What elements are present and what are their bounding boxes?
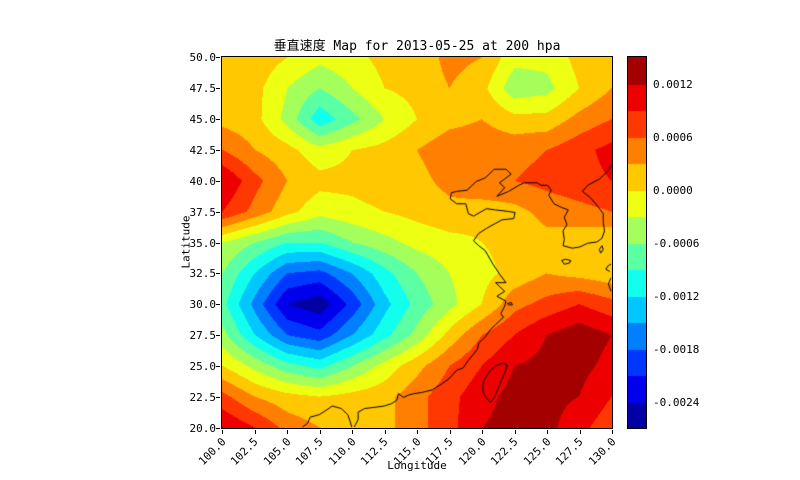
y-tick-label: 37.5 — [189, 205, 217, 219]
x-tick-mark — [222, 430, 223, 434]
x-tick-mark — [547, 430, 548, 434]
colorbar-tick-label: -0.0012 — [653, 289, 700, 303]
y-tick-mark — [216, 150, 220, 151]
y-tick-label: 40.0 — [189, 174, 217, 188]
colorbar-tick-label: -0.0024 — [653, 395, 700, 409]
colorbar — [627, 56, 647, 429]
x-tick-mark — [612, 430, 613, 434]
colorbar-tick-label: -0.0006 — [653, 236, 700, 250]
y-tick-label: 45.0 — [189, 112, 217, 126]
x-tick-mark — [255, 430, 256, 434]
y-tick-mark — [216, 366, 220, 367]
y-tick-label: 47.5 — [189, 81, 217, 95]
contour-plot — [221, 56, 613, 429]
y-tick-label: 30.0 — [189, 298, 217, 312]
y-tick-mark — [216, 335, 220, 336]
y-tick-mark — [216, 273, 220, 274]
colorbar-tick-label: 0.0006 — [653, 130, 693, 144]
y-tick-mark — [216, 243, 220, 244]
y-tick-mark — [216, 304, 220, 305]
y-axis-label: Latitude — [179, 215, 193, 269]
x-tick-mark — [450, 430, 451, 434]
x-tick-mark — [482, 430, 483, 434]
colorbar-canvas — [628, 57, 646, 428]
x-tick-mark — [417, 430, 418, 434]
x-tick-mark — [385, 430, 386, 434]
y-tick-mark — [216, 119, 220, 120]
colorbar-tick-label: 0.0012 — [653, 77, 693, 91]
y-tick-label: 20.0 — [189, 422, 217, 435]
y-tick-mark — [216, 181, 220, 182]
y-tick-mark — [216, 88, 220, 89]
x-tick-mark — [515, 430, 516, 434]
plot-title: 垂直速度 Map for 2013-05-25 at 200 hpa — [273, 39, 561, 54]
x-tick-mark — [287, 430, 288, 434]
y-tick-mark — [216, 212, 220, 213]
y-tick-mark — [216, 57, 220, 58]
y-tick-label: 35.0 — [189, 236, 217, 250]
y-tick-label: 32.5 — [189, 267, 217, 281]
y-tick-mark — [216, 428, 220, 429]
contour-plot-canvas — [222, 57, 612, 428]
x-tick-mark — [320, 430, 321, 434]
y-tick-label: 27.5 — [189, 329, 217, 343]
y-tick-label: 50.0 — [189, 51, 217, 64]
y-tick-mark — [216, 397, 220, 398]
x-tick-mark — [352, 430, 353, 434]
x-axis-label: Longitude — [387, 459, 447, 472]
colorbar-tick-label: 0.0000 — [653, 183, 693, 197]
y-tick-label: 25.0 — [189, 360, 217, 374]
y-tick-label: 42.5 — [189, 143, 217, 157]
x-tick-mark — [580, 430, 581, 434]
colorbar-tick-label: -0.0018 — [653, 342, 700, 356]
y-tick-label: 22.5 — [189, 391, 217, 405]
